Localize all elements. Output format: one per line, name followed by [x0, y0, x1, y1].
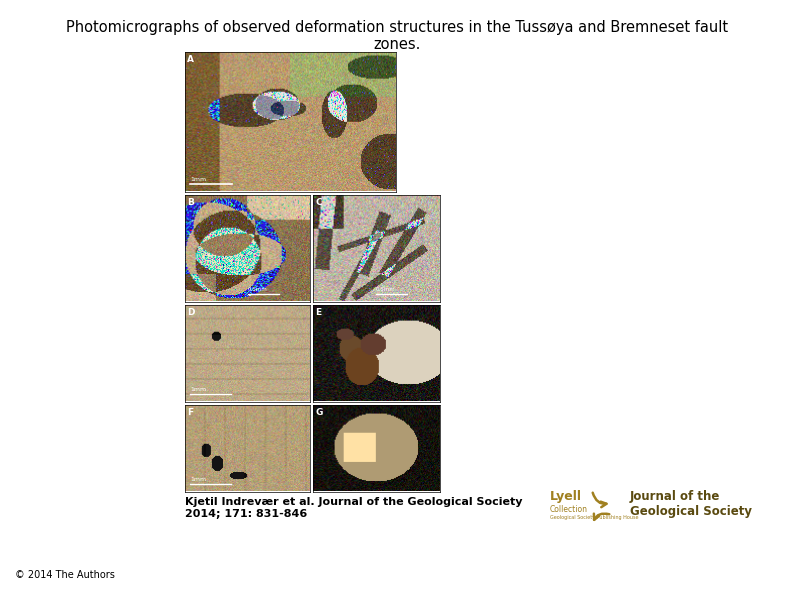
- Text: A: A: [187, 55, 194, 64]
- Text: Geological Society Publishing House: Geological Society Publishing House: [550, 515, 638, 520]
- Text: E: E: [315, 308, 321, 317]
- Text: F: F: [187, 408, 193, 417]
- Text: Kjetil Indrevær et al. Journal of the Geological Society
2014; 171: 831-846: Kjetil Indrevær et al. Journal of the Ge…: [185, 497, 522, 519]
- Text: 1mm: 1mm: [190, 177, 206, 182]
- Text: 1mm: 1mm: [190, 477, 206, 482]
- Text: D: D: [187, 308, 195, 317]
- Text: Geological Society: Geological Society: [630, 505, 752, 518]
- Text: 0.5mm: 0.5mm: [248, 287, 268, 292]
- Text: Lyell: Lyell: [550, 490, 582, 503]
- Text: C: C: [315, 198, 322, 207]
- Text: B: B: [187, 198, 194, 207]
- Text: © 2014 The Authors: © 2014 The Authors: [15, 570, 115, 580]
- Text: Photomicrographs of observed deformation structures in the Tussøya and Bremneset: Photomicrographs of observed deformation…: [66, 20, 728, 52]
- Text: 0.5mm: 0.5mm: [376, 287, 395, 292]
- Text: Journal of the: Journal of the: [630, 490, 720, 503]
- Text: G: G: [315, 408, 322, 417]
- Text: 1mm: 1mm: [190, 387, 206, 392]
- Text: Collection: Collection: [550, 505, 588, 514]
